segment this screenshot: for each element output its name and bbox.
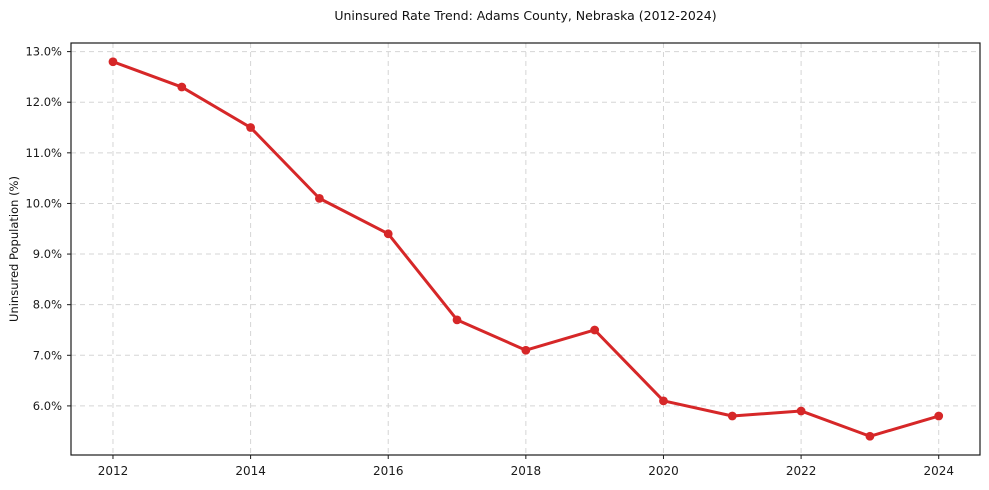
data-point [590,325,600,335]
data-point [521,345,531,355]
y-tick-label: 7.0% [33,348,62,362]
y-tick-label: 10.0% [25,196,62,210]
plot-border [70,42,981,456]
data-point [865,431,875,441]
x-tick-label: 2012 [98,464,129,478]
x-tick-label: 2018 [511,464,542,478]
data-point [315,193,324,203]
data-point [383,229,393,239]
data-point [659,396,668,406]
data-point [796,406,806,416]
x-tick-label: 2016 [373,464,404,478]
data-point [108,57,118,67]
y-tick-label: 11.0% [25,146,62,160]
data-point [452,315,462,325]
x-tick-label: 2014 [235,464,266,478]
data-point [727,411,737,421]
data-point [246,123,255,132]
y-tick-label: 13.0% [25,45,62,59]
data-point [934,411,944,421]
x-tick-label: 2022 [786,464,817,478]
chart-title: Uninsured Rate Trend: Adams County, Nebr… [334,8,717,23]
x-tick-label: 2024 [923,464,954,478]
y-tick-label: 6.0% [33,399,62,413]
x-tick-label: 2020 [648,464,679,478]
y-tick-label: 12.0% [25,95,62,109]
y-tick-label: 8.0% [33,298,62,312]
y-tick-label: 9.0% [33,247,62,261]
data-point [177,82,187,92]
